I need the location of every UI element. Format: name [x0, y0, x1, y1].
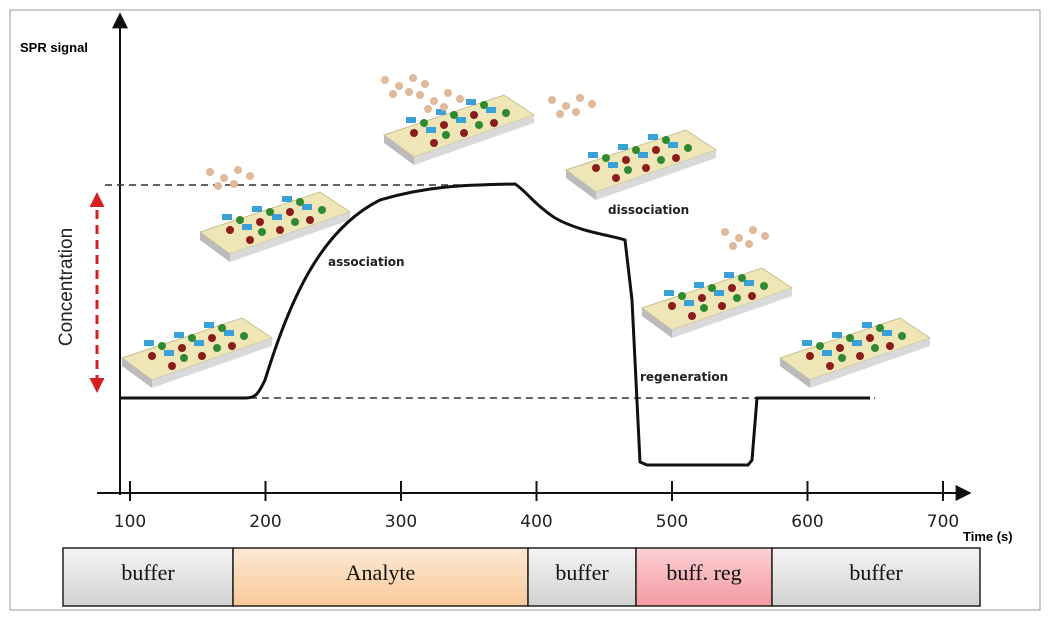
sensor-chip: [384, 95, 534, 165]
phase-label: buffer: [555, 560, 609, 585]
tick-label: 600: [791, 512, 823, 532]
sensor-chip: [200, 192, 350, 262]
sensorgram-diagram: SPR signal Time (s) 100 200 300 400 500 600 70…: [0, 0, 1049, 617]
tick-label: 300: [385, 512, 417, 532]
sensor-chip: [780, 318, 930, 388]
tick-label: 100: [114, 512, 146, 532]
phase-bar: buffer Analyte buffer buff. reg buffer: [63, 548, 980, 606]
sensor-chip: [642, 268, 792, 338]
analyte-particles: [548, 94, 596, 118]
phase-label: buffer: [121, 560, 175, 585]
annotation: regeneration: [640, 370, 728, 384]
annotation: association: [328, 255, 405, 269]
concentration-label: Concentration: [56, 228, 77, 346]
sensor-chip: [566, 130, 716, 200]
tick-label: 500: [656, 512, 688, 532]
tick-label: 400: [520, 512, 552, 532]
x-axis-label: Time (s): [963, 529, 1013, 544]
analyte-particles: [721, 226, 769, 250]
tick-label: 200: [249, 512, 281, 532]
phase-label: Analyte: [346, 560, 416, 585]
y-axis-label: SPR signal: [20, 40, 88, 55]
sensor-chip: [122, 318, 272, 388]
annotation: dissociation: [608, 203, 689, 217]
analyte-particles: [206, 166, 254, 190]
phase-label: buffer: [849, 560, 903, 585]
tick-label: 700: [927, 512, 959, 532]
ticks: 100 200 300 400 500 600 700: [114, 481, 959, 532]
phase-label: buff. reg: [666, 560, 741, 585]
